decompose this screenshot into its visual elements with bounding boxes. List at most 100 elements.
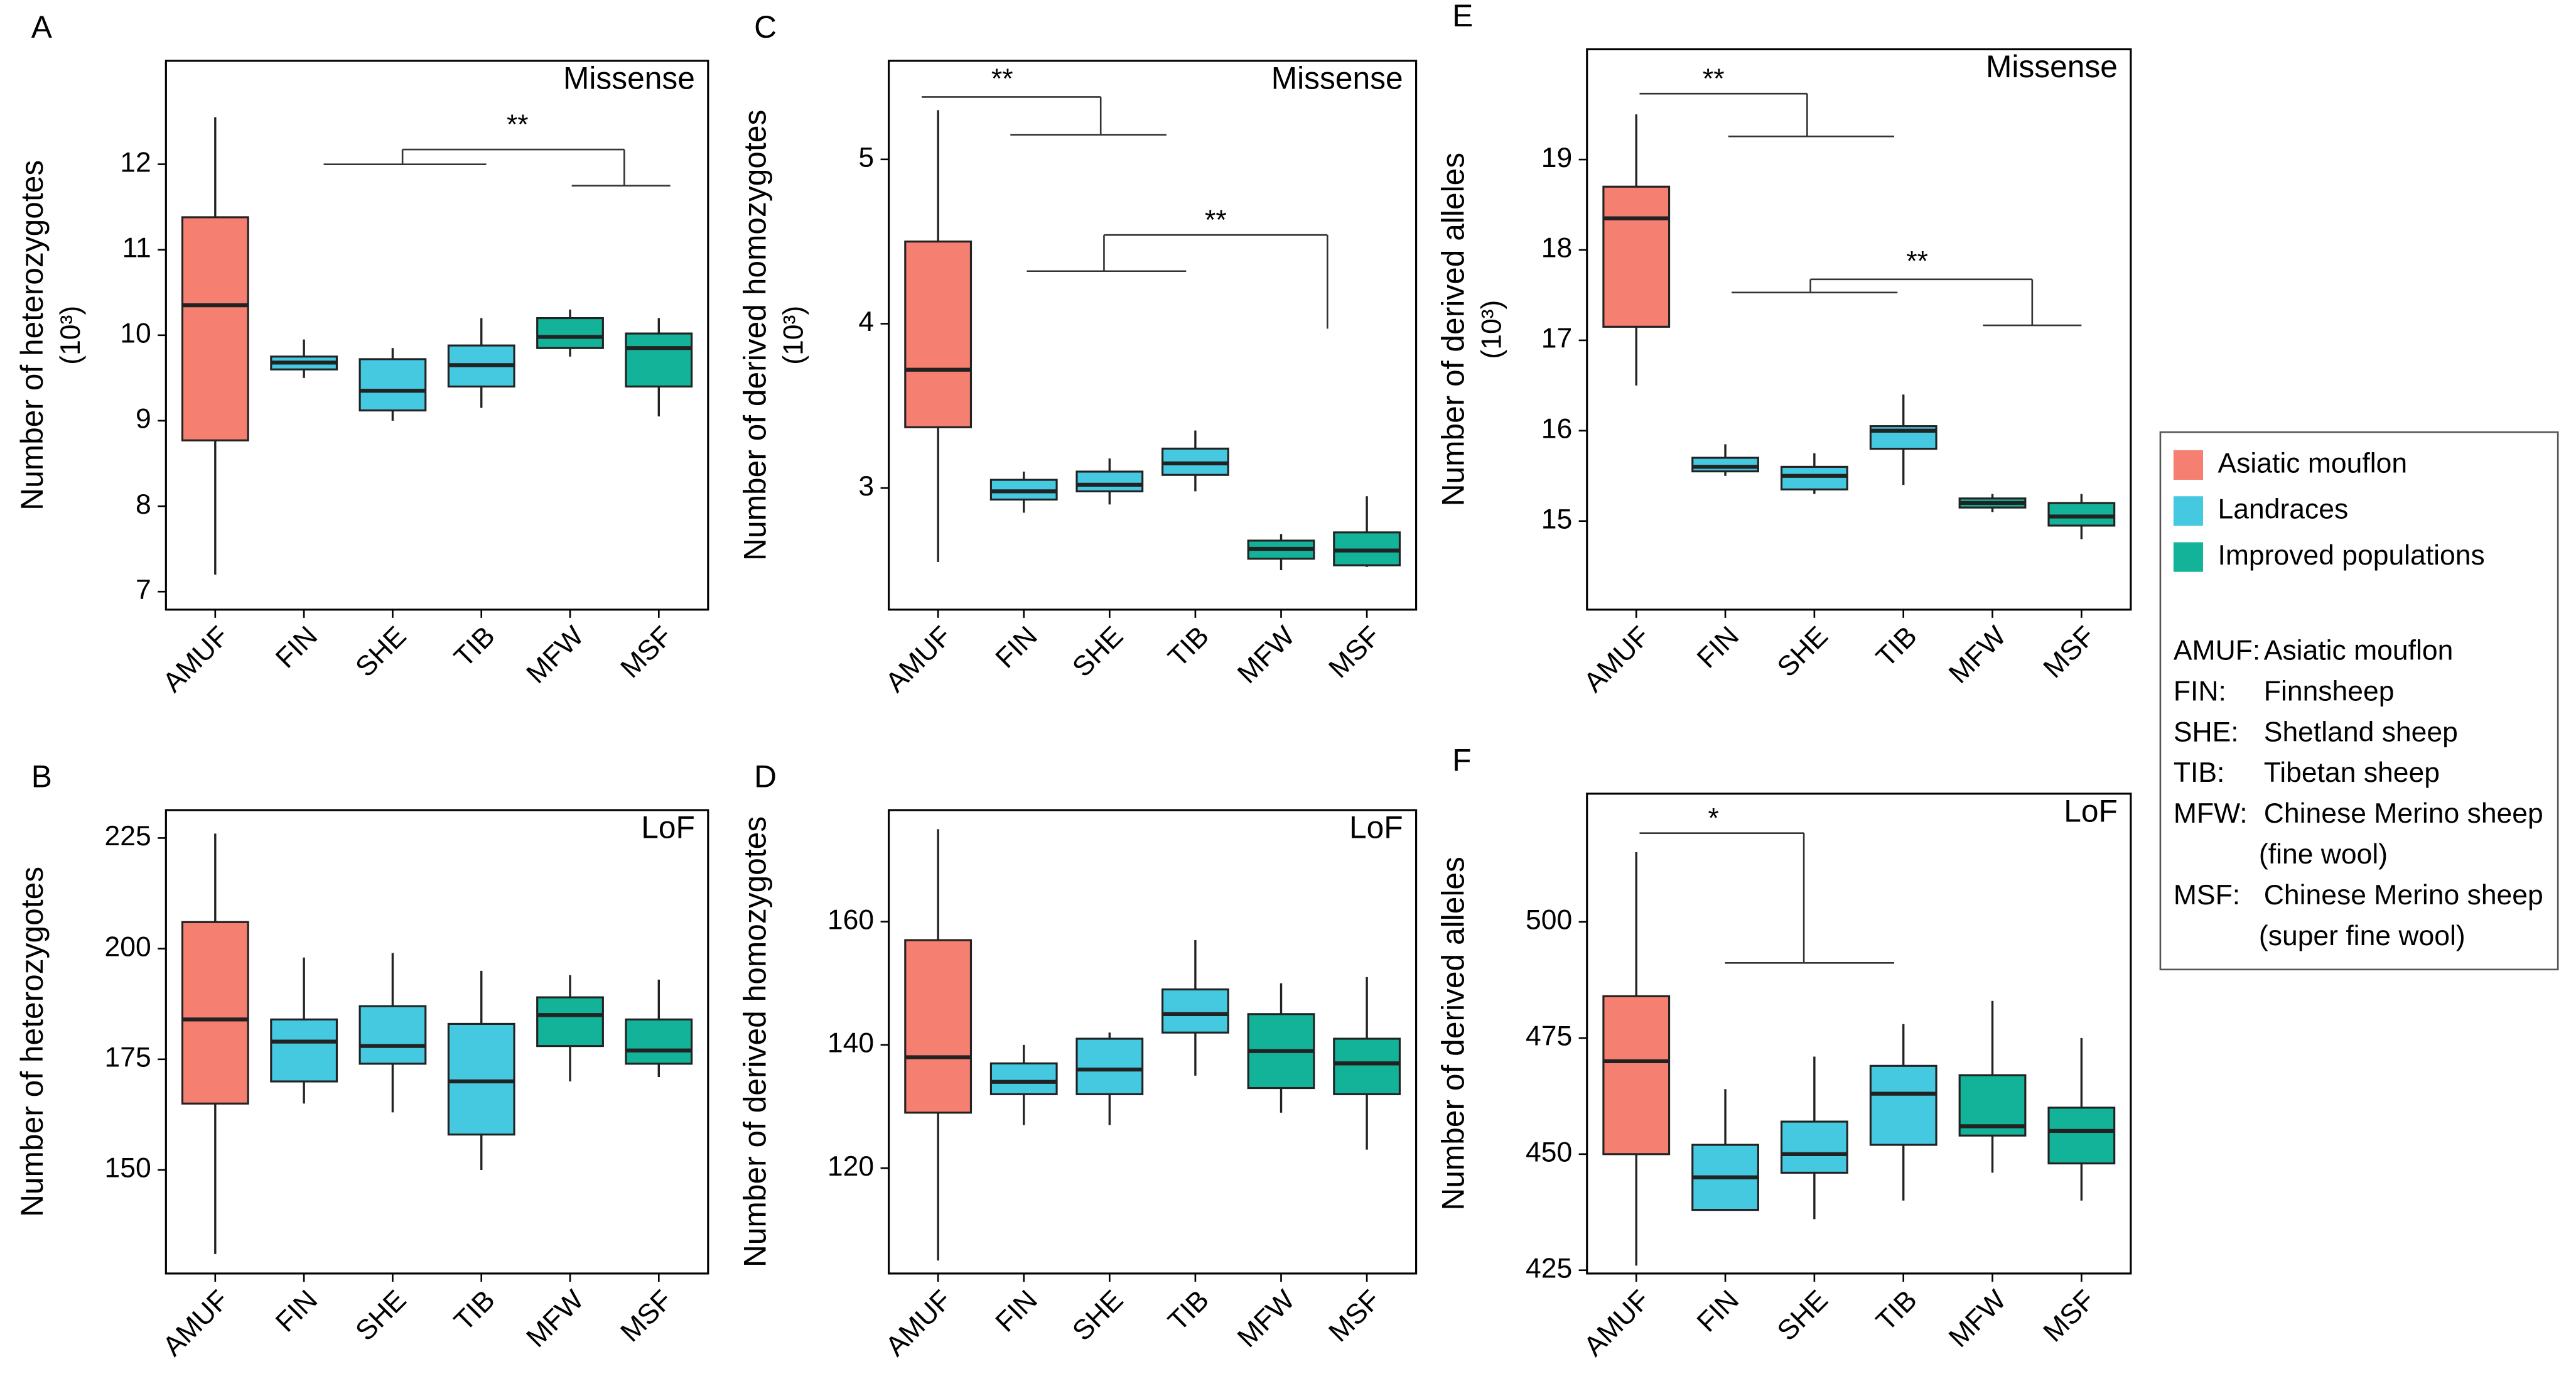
- y-tick-label: 500: [1526, 905, 1572, 936]
- box: [2047, 1107, 2116, 1165]
- significance-label: **: [1205, 205, 1227, 235]
- y-tick-label: 15: [1541, 504, 1572, 534]
- panel-letter: C: [754, 9, 777, 45]
- significance-label: *: [1708, 803, 1719, 833]
- y-axis-unit: (10³): [55, 306, 86, 365]
- abbreviation-key: MFW:: [2174, 798, 2248, 829]
- abbreviation-desc: Chinese Merino sheep: [2264, 798, 2543, 829]
- box: [358, 1005, 427, 1065]
- box: [625, 1018, 693, 1065]
- abbreviation-desc: Tibetan sheep: [2264, 757, 2440, 788]
- y-tick-label: 8: [136, 489, 151, 520]
- box: [1075, 1037, 1144, 1095]
- plot-frame: [888, 809, 1418, 1275]
- legend-swatch: [2173, 496, 2203, 526]
- y-tick-label: 16: [1541, 414, 1572, 445]
- legend-swatch: [2173, 542, 2203, 572]
- y-axis-title: Number of heterozygotes: [14, 867, 50, 1217]
- y-tick-label: 18: [1541, 233, 1572, 264]
- box: [1602, 185, 1671, 328]
- y-tick-label: 7: [136, 575, 151, 605]
- box: [358, 358, 427, 412]
- y-axis-title: Number of derived homozygotes: [737, 110, 772, 561]
- y-tick-label: 3: [858, 471, 874, 502]
- box: [1780, 465, 1848, 490]
- panel-tag: Missense: [1271, 60, 1403, 95]
- significance-label: **: [1906, 246, 1928, 276]
- y-tick-label: 160: [827, 904, 874, 935]
- y-tick-label: 140: [827, 1028, 874, 1059]
- y-tick-label: 11: [122, 232, 151, 263]
- box: [1780, 1120, 1848, 1174]
- box: [625, 332, 693, 388]
- y-tick-label: 475: [1526, 1021, 1572, 1052]
- y-tick-label: 5: [858, 143, 874, 173]
- panel-letter: F: [1452, 742, 1471, 777]
- box: [1602, 995, 1671, 1156]
- abbreviation-key: SHE:: [2174, 717, 2239, 747]
- plot-frame: [888, 60, 1418, 611]
- y-tick-label: 150: [105, 1153, 151, 1184]
- box: [536, 317, 604, 349]
- y-axis-title: Number of heterozygotes: [14, 160, 50, 511]
- y-tick-label: 425: [1526, 1253, 1572, 1284]
- panel-tag: LoF: [1349, 810, 1403, 845]
- y-axis-title: Number of derived homozygotes: [737, 816, 772, 1267]
- significance-label: **: [991, 63, 1013, 94]
- y-tick-label: 225: [105, 821, 151, 852]
- panel-letter: A: [31, 9, 53, 45]
- panel-letter: E: [1452, 0, 1473, 33]
- legend-label: Improved populations: [2218, 540, 2485, 571]
- box: [2047, 502, 2116, 527]
- box: [904, 939, 973, 1114]
- abbreviation-desc: (super fine wool): [2259, 921, 2466, 951]
- box: [447, 1022, 515, 1136]
- panel-tag: Missense: [563, 60, 695, 95]
- y-axis-unit: (10³): [778, 306, 809, 365]
- plot-frame: [1586, 48, 2132, 611]
- y-tick-label: 120: [827, 1151, 874, 1182]
- box: [1869, 1064, 1937, 1146]
- plot-frame: [1586, 793, 2132, 1275]
- legend-swatch: [2173, 450, 2203, 480]
- panel-tag: Missense: [1986, 49, 2118, 84]
- y-tick-label: 200: [105, 931, 151, 962]
- abbreviation-key: TIB:: [2174, 757, 2225, 788]
- box: [536, 996, 604, 1047]
- y-tick-label: 4: [858, 306, 874, 337]
- abbreviation-desc: Shetland sheep: [2264, 717, 2458, 747]
- box: [989, 1062, 1058, 1095]
- abbreviation-desc: Chinese Merino sheep: [2264, 880, 2543, 911]
- legend-frame: [2159, 431, 2559, 971]
- y-axis-title: Number of derived alleles: [1436, 857, 1471, 1211]
- abbreviation-desc: Asiatic mouflon: [2264, 636, 2454, 666]
- box: [904, 241, 973, 428]
- legend-label: Asiatic mouflon: [2218, 448, 2408, 479]
- box: [1075, 470, 1144, 492]
- legend-label: Landraces: [2218, 494, 2349, 525]
- abbreviation-desc: Finnsheep: [2264, 676, 2395, 706]
- y-tick-label: 17: [1541, 323, 1572, 354]
- panel-tag: LoF: [641, 810, 695, 845]
- abbreviation-key: FIN:: [2174, 676, 2226, 706]
- box: [181, 921, 249, 1105]
- box: [1333, 1037, 1401, 1095]
- y-axis-title: Number of derived alleles: [1436, 153, 1471, 507]
- y-tick-label: 450: [1526, 1137, 1572, 1168]
- y-tick-label: 10: [120, 318, 151, 349]
- panel-tag: LoF: [2064, 793, 2118, 828]
- box: [270, 1018, 338, 1083]
- box: [1691, 457, 1759, 473]
- plot-frame: [164, 809, 709, 1275]
- significance-label: **: [1703, 63, 1725, 94]
- abbreviation-desc: (fine wool): [2259, 839, 2388, 870]
- abbreviation-key: MSF:: [2174, 880, 2240, 911]
- y-tick-label: 9: [136, 404, 151, 435]
- abbreviation-key: AMUF:: [2174, 636, 2260, 666]
- y-axis-unit: (10³): [1476, 300, 1507, 359]
- panel-letter: B: [31, 759, 52, 794]
- y-tick-label: 175: [105, 1042, 151, 1073]
- y-tick-label: 19: [1541, 143, 1572, 173]
- y-tick-label: 12: [120, 147, 151, 178]
